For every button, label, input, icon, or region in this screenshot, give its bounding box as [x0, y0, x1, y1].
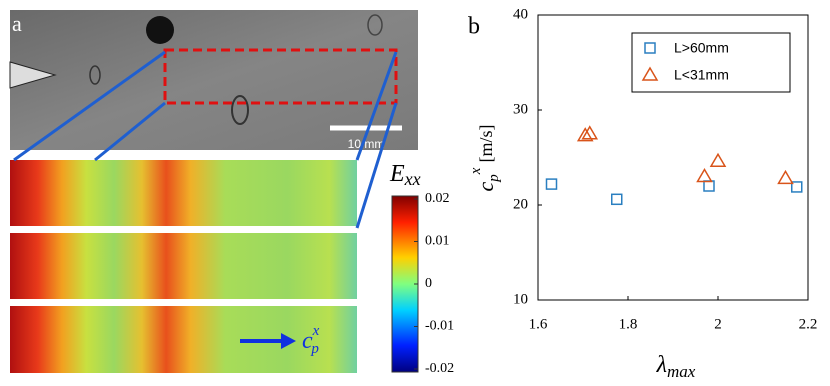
bubble [367, 14, 383, 36]
label-sup: x [312, 323, 320, 339]
strain-map [10, 160, 357, 226]
y-tick-label: 30 [513, 101, 528, 117]
colorbar-label: Exx [389, 161, 421, 190]
point [791, 181, 803, 193]
label-sub: p [486, 174, 502, 183]
legend-marker [641, 66, 659, 81]
panel-label: a [12, 11, 22, 36]
y-tick-label: 40 [513, 6, 528, 22]
point [545, 178, 558, 190]
label-base: c [302, 328, 313, 354]
zoom-lines [13, 50, 398, 229]
legend-marker [644, 42, 656, 54]
label-sub: max [667, 362, 696, 381]
wave-arrow-head [281, 333, 296, 349]
hole [146, 16, 174, 44]
strain-map [10, 233, 357, 299]
panel-a: 10 mm a cx p Exx [9, 10, 421, 373]
y-axis-label: cpx [m/s] [468, 125, 502, 192]
arrow-label: cx p [302, 323, 320, 357]
label-sub: xx [404, 169, 421, 189]
point [777, 169, 794, 185]
point [709, 152, 727, 168]
label-sub: p [310, 341, 319, 357]
point [611, 193, 623, 206]
colorbar-tick-label: -0.02 [425, 361, 454, 376]
x-tick-label: 2.2 [799, 316, 818, 332]
colorbar-tick-label: 0 [425, 276, 432, 291]
x-tick-label: 1.8 [619, 316, 638, 332]
legend-label: L>60mm [674, 40, 729, 56]
roi-box [163, 48, 398, 105]
colorbar-tick-label: -0.01 [425, 319, 454, 334]
point [576, 127, 594, 142]
y-tick-label: 10 [513, 291, 528, 307]
label-sup: x [468, 167, 484, 175]
label-base: λ [656, 352, 667, 378]
scale-bar-label: 10 mm [348, 137, 385, 151]
strain-map [10, 306, 357, 373]
colorbar-tick-label: 0.02 [425, 191, 450, 206]
needle [9, 61, 57, 89]
label-base: c [473, 181, 498, 191]
panel-b: b λmax cpx [m/s] [468, 14, 809, 381]
bubble [89, 65, 101, 85]
panel-label: b [468, 14, 480, 40]
colorbar-tick-label: 0.01 [425, 234, 450, 249]
colorbar [391, 195, 419, 373]
x-tick-label: 1.6 [529, 316, 548, 332]
bubble [231, 95, 249, 125]
label-unit: [m/s] [476, 125, 496, 163]
plot-frame [537, 14, 809, 301]
x-axis-label: λmax [656, 352, 696, 381]
point [703, 180, 715, 192]
x-tick-label: 2 [714, 316, 722, 332]
legend-box [631, 32, 791, 93]
point [581, 125, 599, 140]
point [696, 168, 713, 183]
y-tick-label: 20 [513, 196, 528, 212]
legend-label: L<31mm [674, 67, 729, 83]
label-base: E [389, 161, 405, 187]
